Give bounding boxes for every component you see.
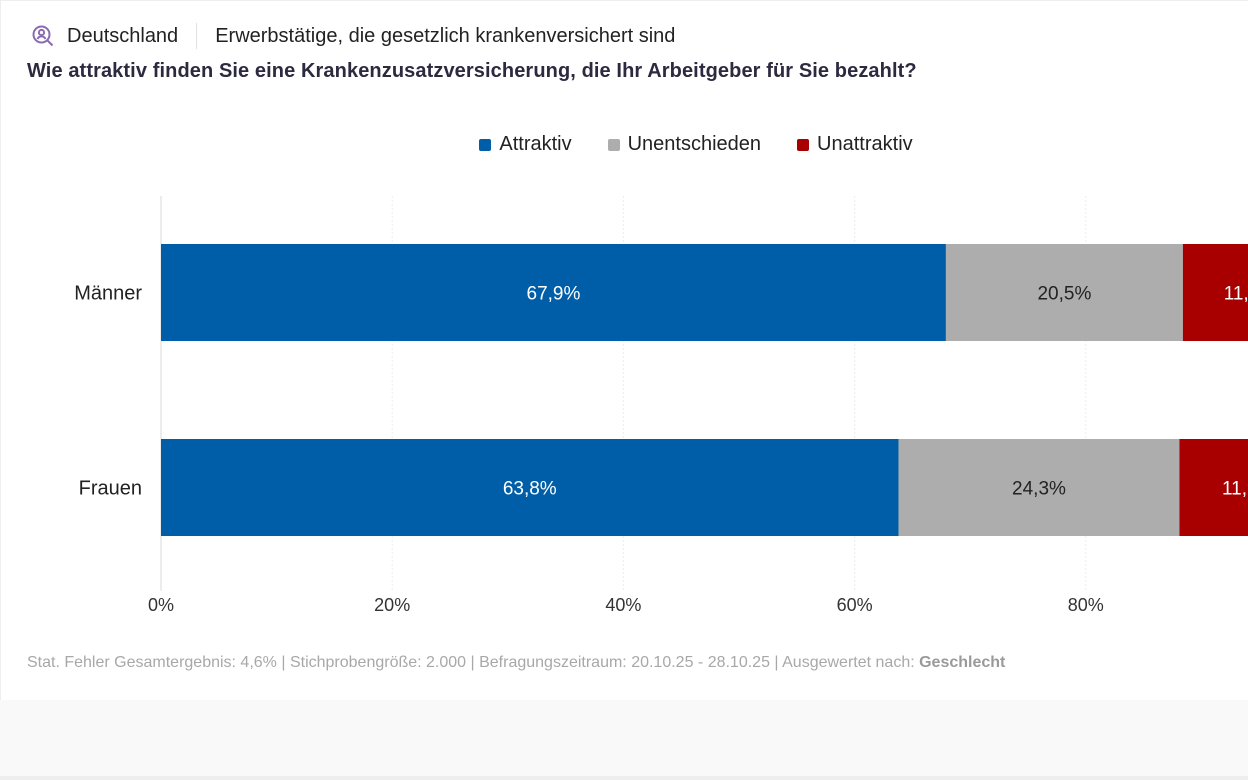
footer-text: Stat. Fehler Gesamtergebnis: 4,6% | Stic… [27, 654, 920, 671]
region-label: Deutschland [67, 24, 179, 47]
bar-segment-unattraktiv [1182, 244, 1248, 341]
data-label: 63,8% [503, 479, 557, 500]
bar-segment-unentschieden [898, 439, 1180, 536]
legend-swatch [479, 138, 492, 151]
data-label: 24,3% [1012, 479, 1066, 500]
x-tick-label: 80% [1068, 595, 1104, 615]
legend-label: Unattraktiv [817, 133, 913, 155]
legend: Attraktiv Unentschieden Unattraktiv [1, 133, 1248, 156]
legend-item[interactable]: Unattraktiv [797, 133, 913, 156]
x-tick-label: 60% [837, 595, 873, 615]
data-label: 20,5% [1037, 284, 1091, 305]
bar-segment-attraktiv [161, 244, 946, 341]
chart-card: Deutschland Erwerbstätige, die gesetzlic… [0, 0, 1248, 700]
header: Deutschland Erwerbstätige, die gesetzlic… [31, 23, 675, 49]
question-title: Wie attraktiv finden Sie eine Krankenzus… [27, 60, 917, 82]
x-tick-label: 20% [374, 595, 410, 615]
bar-chart: 0%20%40%60%80%100%Männer67,9%20,5%11,6%F… [74, 196, 1248, 615]
legend-label: Attraktiv [499, 133, 572, 155]
legend-swatch [797, 138, 810, 151]
x-tick-label: 0% [148, 595, 174, 615]
bar-segment-attraktiv [161, 439, 899, 536]
category-label: Frauen [79, 478, 142, 500]
x-tick-label: 40% [605, 595, 641, 615]
bar-segment-unattraktiv [1179, 439, 1248, 536]
category-label: Männer [74, 283, 142, 305]
data-label: 11,6% [1224, 284, 1248, 305]
data-label: 67,9% [527, 284, 581, 305]
footer-info: Stat. Fehler Gesamtergebnis: 4,6% | Stic… [27, 654, 1005, 672]
legend-item[interactable]: Attraktiv [479, 133, 572, 156]
bottom-panel [0, 700, 1248, 780]
legend-item[interactable]: Unentschieden [607, 133, 762, 156]
user-search-icon [32, 25, 54, 47]
bar-segment-unentschieden [945, 244, 1183, 341]
population-label: Erwerbstätige, die gesetzlich krankenver… [215, 24, 676, 47]
legend-swatch [607, 138, 620, 151]
data-label: 11,9% [1222, 479, 1248, 500]
footer-group: Geschlecht [919, 654, 1006, 671]
legend-label: Unentschieden [627, 133, 762, 155]
divider [196, 23, 198, 49]
